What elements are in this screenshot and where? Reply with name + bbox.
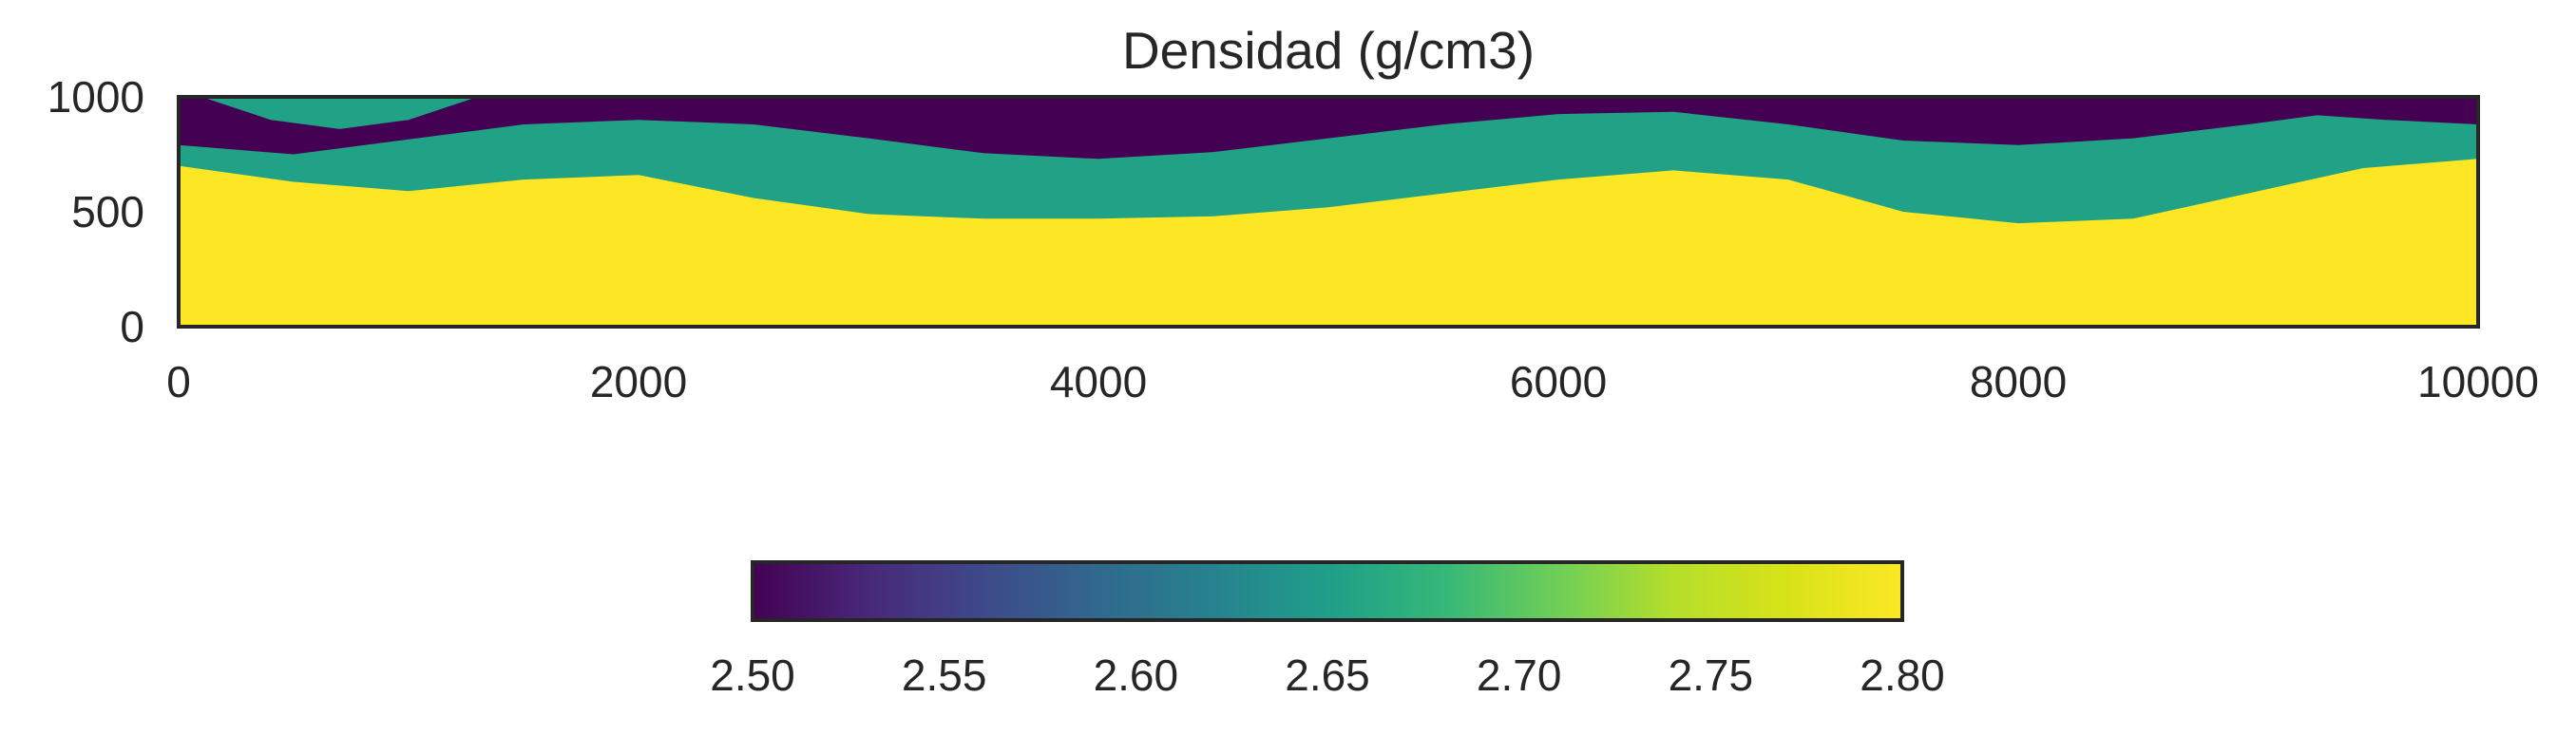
x-tick-label: 6000 <box>1510 357 1607 406</box>
colorbar-tick-label: 2.75 <box>1669 650 1754 700</box>
density-layer-lens <box>201 97 478 129</box>
x-tick-label: 2000 <box>590 357 687 406</box>
density-layer-bottom <box>179 159 2478 327</box>
plot-area <box>179 97 2478 327</box>
colorbar-tick-label: 2.65 <box>1285 650 1370 700</box>
x-tick-label: 10000 <box>2417 357 2539 406</box>
colorbar-axis: 2.50 2.55 2.60 2.65 2.70 2.75 2.80 <box>710 650 1945 700</box>
y-tick-label: 1000 <box>48 72 144 122</box>
x-tick-label: 0 <box>166 357 191 406</box>
y-tick-label: 0 <box>120 302 144 351</box>
chart-title: Densidad (g/cm3) <box>1122 21 1535 80</box>
colorbar <box>751 560 1904 622</box>
colorbar-tick-label: 2.60 <box>1094 650 1179 700</box>
x-axis: 0 2000 4000 6000 8000 10000 <box>166 357 2539 406</box>
y-axis: 0 500 1000 <box>48 72 144 351</box>
x-tick-label: 4000 <box>1050 357 1147 406</box>
colorbar-tick-label: 2.55 <box>902 650 987 700</box>
colorbar-tick-label: 2.50 <box>710 650 795 700</box>
x-tick-label: 8000 <box>1970 357 2067 406</box>
y-tick-label: 500 <box>71 187 144 236</box>
colorbar-tick-label: 2.70 <box>1477 650 1562 700</box>
plot-frame <box>177 95 2480 329</box>
colorbar-tick-label: 2.80 <box>1860 650 1945 700</box>
